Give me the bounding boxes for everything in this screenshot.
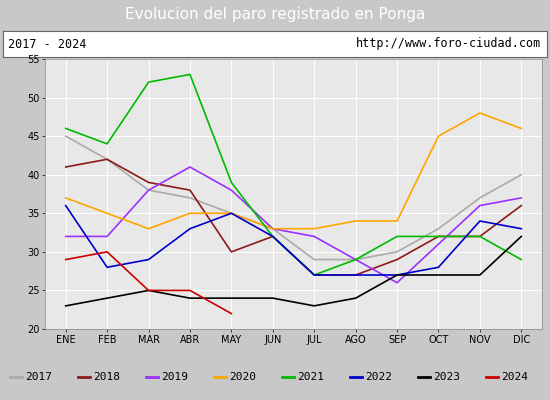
Text: 2021: 2021 xyxy=(297,372,324,382)
Text: 2018: 2018 xyxy=(93,372,120,382)
Text: http://www.foro-ciudad.com: http://www.foro-ciudad.com xyxy=(356,38,542,50)
Text: 2023: 2023 xyxy=(433,372,460,382)
Text: 2020: 2020 xyxy=(229,372,256,382)
Text: 2017 - 2024: 2017 - 2024 xyxy=(8,38,87,50)
Text: 2024: 2024 xyxy=(500,372,528,382)
Text: 2017: 2017 xyxy=(25,372,52,382)
Text: Evolucion del paro registrado en Ponga: Evolucion del paro registrado en Ponga xyxy=(125,8,425,22)
Text: 2019: 2019 xyxy=(161,372,188,382)
Text: 2022: 2022 xyxy=(365,372,392,382)
